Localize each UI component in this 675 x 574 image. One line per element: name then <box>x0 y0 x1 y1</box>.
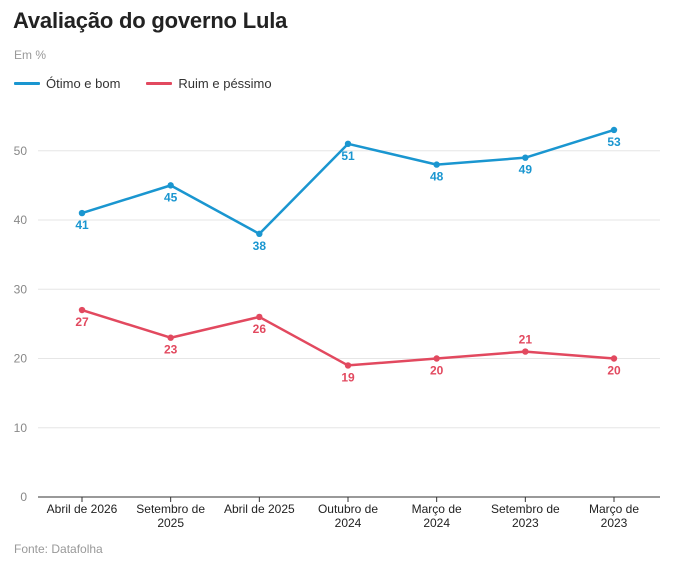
data-point <box>610 126 618 134</box>
x-tick-label: Setembro de 2023 <box>491 502 560 530</box>
data-label: 27 <box>75 315 89 329</box>
data-point <box>344 140 352 148</box>
y-tick-label: 0 <box>20 490 27 504</box>
data-point <box>256 230 263 238</box>
data-point <box>433 355 440 362</box>
x-tick-label-line: 2024 <box>335 516 362 530</box>
legend-swatch-otimo-bom <box>14 82 40 85</box>
legend-item-otimo-bom: Ótimo e bom <box>14 76 120 91</box>
chart-source: Fonte: Datafolha <box>14 542 103 556</box>
data-label: 48 <box>430 170 444 184</box>
x-tick-label: Março de 2024 <box>412 502 462 530</box>
x-tick-label-line: 2023 <box>512 516 539 530</box>
y-tick-label: 50 <box>14 144 28 158</box>
x-tick-label-line: Setembro de <box>491 502 560 516</box>
data-point <box>433 161 440 168</box>
data-point <box>522 154 529 161</box>
legend-item-ruim-pessimo: Ruim e péssimo <box>146 76 272 91</box>
legend-label-otimo-bom: Ótimo e bom <box>46 76 121 91</box>
data-point <box>167 182 174 189</box>
legend-label-ruim-pessimo: Ruim e péssimo <box>178 76 272 91</box>
data-label: 20 <box>607 364 621 378</box>
x-tick-label: Outubro de 2024 <box>318 502 378 530</box>
x-tick-label: Abril de 2026 <box>47 502 118 516</box>
x-tick-label-line: Abril de 2026 <box>47 502 118 516</box>
x-tick-label: Setembro de 2025 <box>136 502 205 530</box>
x-tick-label-line: 2025 <box>157 516 184 530</box>
y-tick-label: 10 <box>14 421 28 435</box>
data-point <box>522 348 529 355</box>
data-point <box>610 355 618 362</box>
data-label: 23 <box>164 343 178 357</box>
data-label: 38 <box>253 239 267 253</box>
x-tick-label: Março de 2023 <box>589 502 639 530</box>
x-tick-label: Abril de 2025 <box>224 502 295 516</box>
x-tick-label-line: Setembro de <box>136 502 205 516</box>
legend-swatch-ruim-pessimo <box>146 82 173 85</box>
data-point <box>78 209 86 217</box>
chart-legend: Ótimo e bom Ruim e péssimo <box>14 76 298 91</box>
y-tick-label: 30 <box>14 282 28 296</box>
data-label: 41 <box>75 218 89 232</box>
data-label: 20 <box>430 364 444 378</box>
x-tick-label-line: 2024 <box>423 516 450 530</box>
data-label: 19 <box>341 370 355 384</box>
chart-title: Avaliação do governo Lula <box>13 8 288 33</box>
y-tick-label: 20 <box>14 352 28 366</box>
chart-subtitle: Em % <box>14 48 47 62</box>
x-tick-label-line: Março de <box>412 502 462 516</box>
data-label: 49 <box>519 163 533 177</box>
x-tick-label-line: 2023 <box>601 516 628 530</box>
x-tick-label-line: Outubro de <box>318 502 378 516</box>
data-point <box>78 306 86 314</box>
x-tick-label-line: Março de <box>589 502 639 516</box>
data-label: 45 <box>164 190 178 204</box>
data-label: 21 <box>519 333 533 347</box>
series-line-1 <box>80 308 616 367</box>
data-point <box>167 334 174 341</box>
x-tick-label-line: Abril de 2025 <box>224 502 295 516</box>
data-point <box>256 313 263 321</box>
data-point <box>344 362 352 369</box>
y-tick-label: 40 <box>14 213 28 227</box>
data-label: 51 <box>341 149 355 163</box>
data-label: 26 <box>253 322 267 336</box>
data-label: 53 <box>607 135 621 149</box>
